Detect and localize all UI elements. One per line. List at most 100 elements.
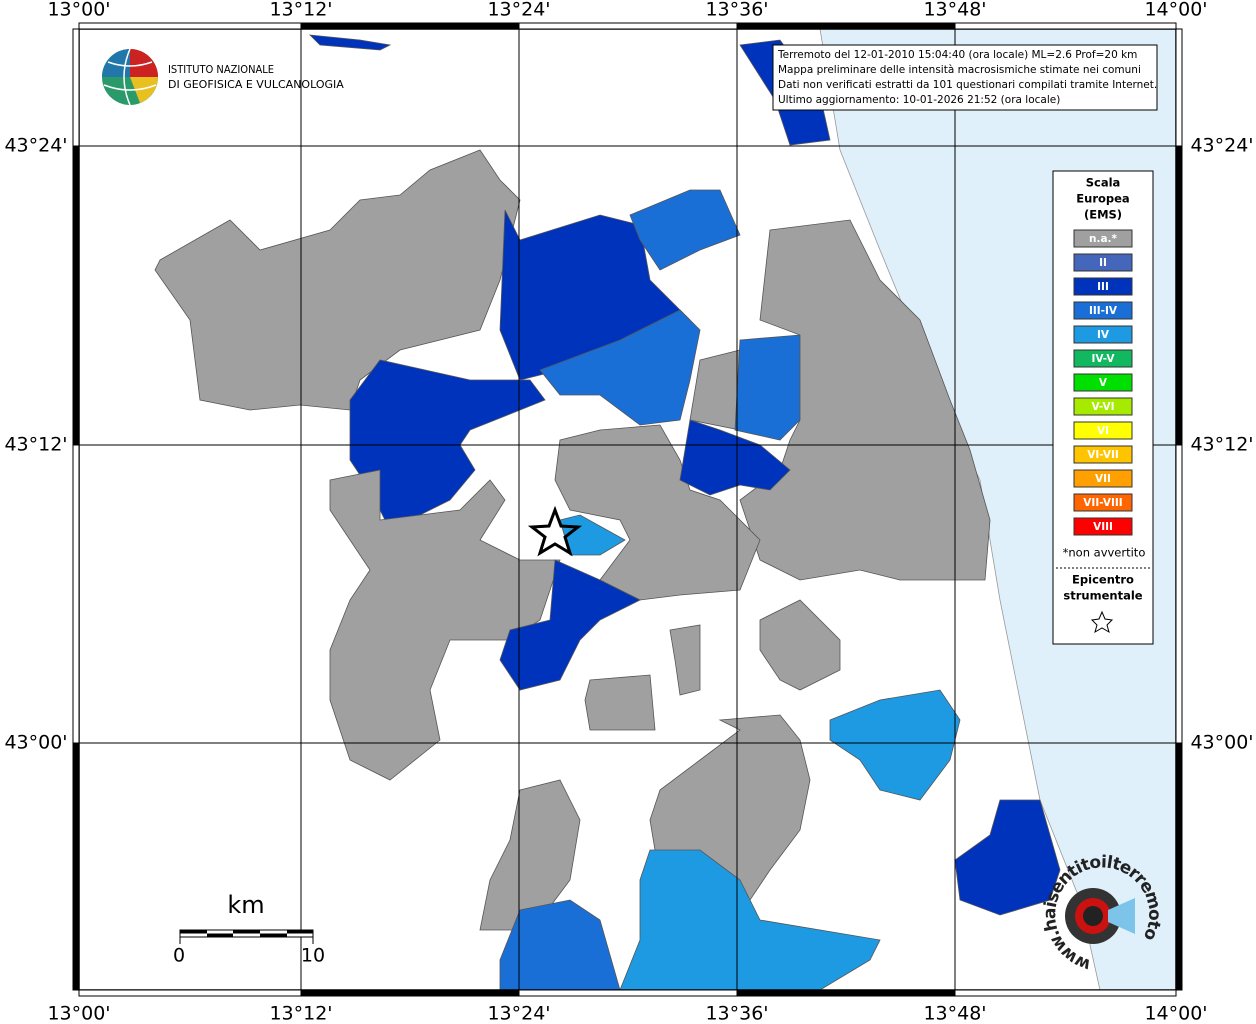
legend-label: IV	[1097, 329, 1110, 341]
y-label: 43°12'	[1190, 434, 1253, 456]
legend-swatch	[1073, 325, 1133, 344]
logo-text: ISTITUTO NAZIONALE	[168, 63, 274, 76]
municipality	[584, 674, 656, 731]
municipality	[619, 849, 881, 991]
x-label: 13°36'	[705, 1003, 768, 1024]
y-label: 43°24'	[4, 135, 67, 157]
legend-swatch	[1073, 349, 1133, 368]
municipality	[739, 219, 991, 581]
legend-label: IV-V	[1092, 353, 1116, 365]
border-segment	[954, 22, 1177, 30]
scale-label: 10	[301, 945, 325, 967]
info-line: Terremoto del 12-01-2010 15:04:40 (ora l…	[777, 49, 1137, 61]
graticule	[79, 29, 1176, 990]
municipality	[629, 189, 741, 271]
legend-label: VII-VIII	[1083, 497, 1122, 509]
border-segment	[1175, 742, 1183, 991]
border-segment	[78, 22, 302, 30]
x-label: 13°48'	[923, 1003, 986, 1024]
y-label: 43°12'	[4, 434, 67, 456]
municipality	[759, 599, 841, 691]
legend-title: (EMS)	[1084, 208, 1122, 222]
municipality	[539, 309, 701, 426]
border-segment	[1175, 444, 1183, 744]
legend-swatch	[1073, 421, 1133, 440]
legend-label: VIII	[1093, 521, 1113, 533]
legend-label: VI	[1097, 425, 1109, 437]
y-label: 43°00'	[4, 732, 67, 754]
legend-title: Europea	[1076, 192, 1129, 206]
x-label: 14°00'	[1144, 1003, 1207, 1024]
municipality	[154, 149, 521, 411]
legend-label: n.a.*	[1089, 233, 1118, 245]
border-segment	[72, 444, 80, 744]
legend-epicenter: strumentale	[1063, 589, 1142, 603]
border-segment	[300, 22, 520, 30]
x-label: 13°24'	[487, 0, 550, 21]
x-label: 13°12'	[269, 0, 332, 21]
x-label: 13°00'	[47, 1003, 110, 1024]
legend-swatch	[1073, 277, 1133, 296]
municipality	[669, 624, 701, 696]
legend-title: Scala	[1086, 176, 1121, 190]
ingv-logo: ISTITUTO NAZIONALE DI GEOFISICA E VULCAN…	[102, 48, 344, 106]
municipality	[499, 559, 641, 691]
municipality	[954, 799, 1061, 916]
legend-swatch	[1073, 445, 1133, 464]
x-label: 13°24'	[487, 1003, 550, 1024]
border-segment	[1175, 145, 1183, 446]
legend-swatch	[1073, 253, 1133, 272]
y-label: 43°00'	[1190, 732, 1253, 754]
x-label: 13°36'	[705, 0, 768, 21]
municipality	[679, 419, 791, 496]
epicenter	[527, 505, 583, 557]
logo-text: DI GEOFISICA E VULCANOLOGIA	[168, 78, 344, 91]
info-line: Dati non verificati estratti da 101 ques…	[778, 79, 1157, 91]
legend-epicenter: Epicentro	[1072, 573, 1134, 587]
x-label: 13°12'	[269, 1003, 332, 1024]
scale-label: 0	[173, 945, 185, 967]
frame-border	[72, 22, 1183, 997]
border-segment	[78, 989, 302, 997]
y-label: 43°24'	[1190, 135, 1253, 157]
legend-swatch	[1073, 373, 1133, 392]
x-label: 13°48'	[923, 0, 986, 21]
info-line: Mappa preliminare delle intensità macros…	[778, 64, 1141, 76]
legend-note: *non avvertito	[1063, 546, 1146, 560]
legend-label: III	[1097, 281, 1109, 293]
municipality	[734, 334, 801, 441]
legend-label: II	[1099, 257, 1107, 269]
border-segment	[736, 989, 956, 997]
border-segment	[736, 22, 956, 30]
legend-swatch	[1073, 517, 1133, 536]
border-segment	[72, 742, 80, 991]
municipalities	[154, 34, 1061, 991]
x-label: 14°00'	[1144, 0, 1207, 21]
legend-label: VI-VII	[1087, 449, 1119, 461]
legend-label: III-IV	[1089, 305, 1118, 317]
info-box	[772, 44, 1158, 111]
border-segment	[518, 989, 738, 997]
border-segment	[954, 989, 1177, 997]
scale-bar: km 0 10	[173, 891, 325, 967]
legend-swatch	[1073, 397, 1133, 416]
municipality	[308, 34, 392, 51]
legend-swatch	[1073, 229, 1133, 248]
border-segment	[518, 22, 738, 30]
scale-unit: km	[227, 891, 264, 919]
legend-swatch	[1073, 493, 1133, 512]
legend-label: VII	[1095, 473, 1111, 485]
municipality	[554, 424, 761, 601]
legend-swatch	[1073, 301, 1133, 320]
x-label: 13°00'	[47, 0, 110, 21]
legend-star	[1090, 610, 1114, 634]
border-segment	[300, 989, 520, 997]
info-line: Ultimo aggiornamento: 10-01-2026 21:52 (…	[778, 94, 1060, 106]
legend-label: V	[1099, 377, 1108, 389]
legend-label: V-VI	[1092, 401, 1115, 413]
municipality	[829, 689, 961, 801]
border-segment	[72, 28, 80, 147]
border-segment	[72, 145, 80, 446]
border-segment	[1175, 28, 1183, 147]
